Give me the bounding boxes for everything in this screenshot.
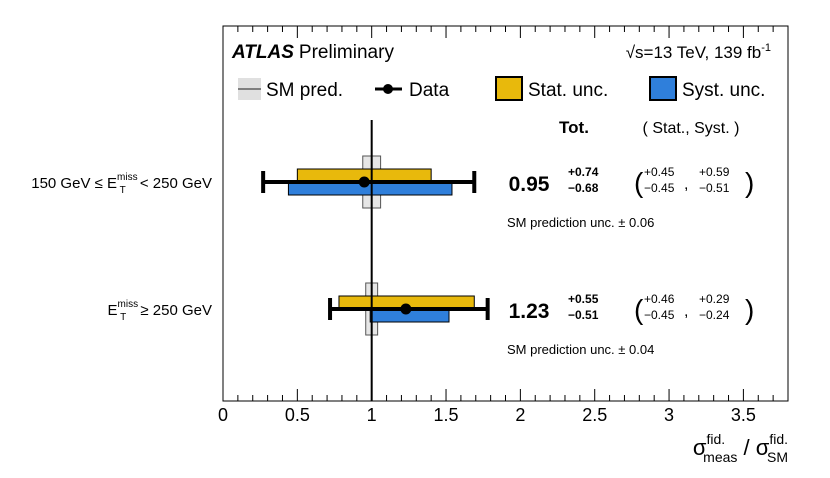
syst-up: +0.29 [699,292,730,306]
central-value: 1.23 [509,300,550,323]
energy-text: √s=13 TeV, 139 fb [626,43,762,62]
x-tick-label: 0.5 [285,405,310,425]
legend-syst-label: Syst. unc. [682,80,765,101]
x-tick-label: 2 [515,405,525,425]
paren-close: ) [745,294,754,325]
stat-up: +0.45 [644,165,675,179]
header-components: ( Stat., Syst. ) [643,120,740,137]
header-tot: Tot. [559,118,589,137]
legend: SM pred. Data Stat. unc. Syst. unc. [238,76,765,101]
bin-label-pre: 150 GeV ≤ E [31,175,117,192]
xlabel-sub2: SM [767,449,788,465]
x-tick-label: 2.5 [582,405,607,425]
bin-2: Emiss T ≥ 250 GeV 1.23 +0.55 −0.51 (+0.46 −0.4… [108,282,754,357]
legend-stat-label: Stat. unc. [528,80,608,101]
tot-up: +0.55 [568,292,599,306]
x-tick-label: 0 [218,405,228,425]
xlabel-sep: / [737,435,755,460]
comma: , [684,176,688,193]
syst-down: −0.24 [699,308,730,322]
bin-label: Emiss T ≥ 250 GeV [108,299,212,323]
legend-syst-box [649,76,677,101]
atlas-preliminary: Preliminary [299,42,395,63]
tot-up: +0.74 [568,165,599,179]
bin-label-sup: miss [118,299,139,310]
bin-label-sub: T [120,312,126,323]
bin-label-pre: E [108,302,118,319]
legend-stat-box [495,76,523,101]
data-point [358,176,370,188]
comma: , [684,303,688,320]
legend-data-marker [383,84,393,94]
stat-down: −0.45 [644,308,675,322]
data-point [400,303,412,315]
energy-sup: -1 [761,42,771,54]
bin-label-sub: T [120,185,126,196]
stat-up: +0.46 [644,292,675,306]
bin-marks: 150 GeV ≤ Emiss T < 250 GeV 0.95+0.74−0.68… [31,120,754,401]
x-tick-label: 1 [367,405,377,425]
legend-sm-label: SM pred. [266,80,343,101]
bin-label-post: < 250 GeV [136,175,212,192]
tot-down: −0.68 [568,181,599,195]
bin-label: 150 GeV ≤ Emiss T < 250 GeV [31,172,212,196]
sm-unc-text: SM prediction unc. ± 0.04 [507,342,654,357]
x-axis: 0 0.5 1 1.5 2 2.5 3 3.5 [218,26,774,425]
xlabel-sup1: fid. [706,431,725,447]
tot-down: −0.51 [568,308,599,322]
atlas-label: ATLAS Preliminary [231,42,394,63]
paren-open: ( [634,167,644,198]
xlabel-sup2: fid. [769,431,788,447]
bin-1: 150 GeV ≤ Emiss T < 250 GeV 0.95 +0.74 −0.68… [31,155,754,230]
x-tick-label: 1.5 [434,405,459,425]
atlas-bold: ATLAS [231,42,294,63]
xlabel-sigma2: σ [756,435,770,460]
stat-down: −0.45 [644,181,675,195]
x-axis-title: σfid. meas / σfid. SM [693,431,788,465]
xlabel-sub1: meas [703,449,737,465]
sm-unc-text: SM prediction unc. ± 0.06 [507,215,654,230]
bin-label-post: ≥ 250 GeV [136,302,212,319]
legend-data-label: Data [409,80,450,101]
syst-down: −0.51 [699,181,730,195]
x-tick-label: 3.5 [731,405,756,425]
x-tick-label: 3 [664,405,674,425]
xlabel-sigma1: σ [693,435,707,460]
paren-open: ( [634,294,644,325]
syst-up: +0.59 [699,165,730,179]
bin-label-sup: miss [117,172,138,183]
energy-label: √s=13 TeV, 139 fb-1 [626,42,771,62]
central-value: 0.95 [509,173,550,196]
paren-close: ) [745,167,754,198]
